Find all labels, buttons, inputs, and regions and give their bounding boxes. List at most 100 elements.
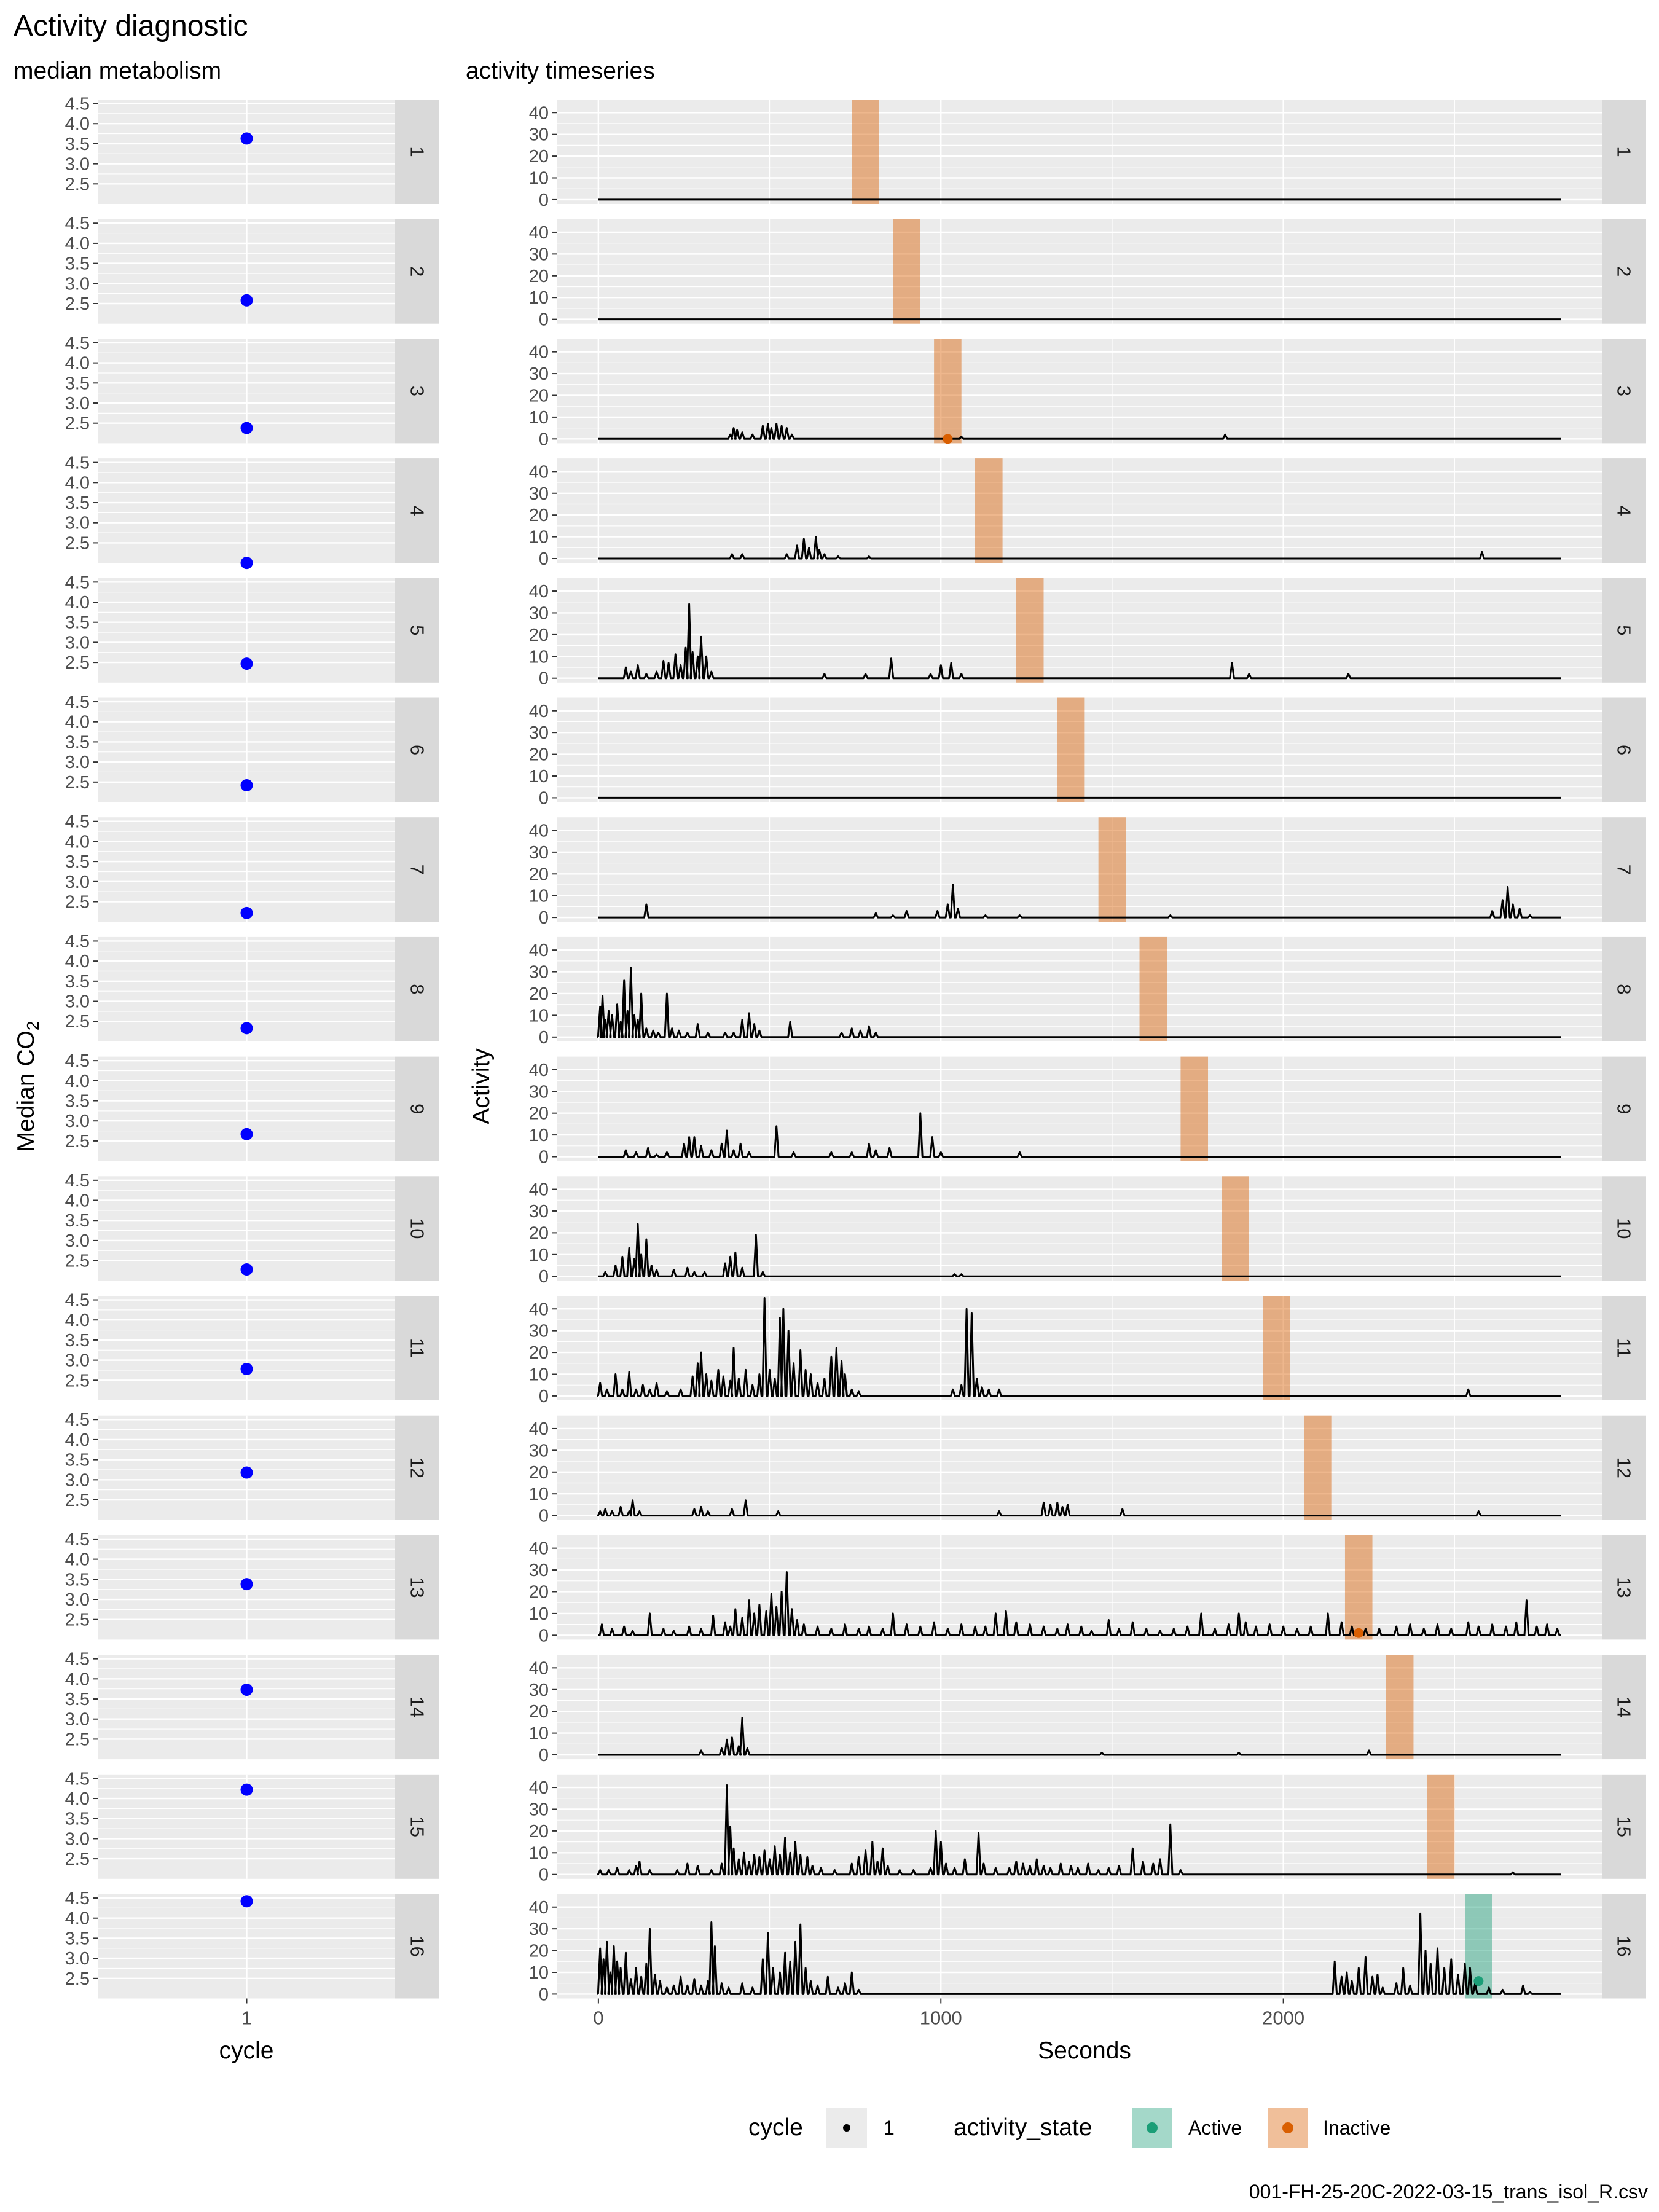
activity-strip-label: 6 [1614, 745, 1635, 755]
metabolism-strip-16 [395, 1894, 439, 1999]
activity-y-tick-label: 10 [529, 887, 549, 906]
metabolism-y-tick-label: 2.5 [65, 893, 90, 912]
activity-y-tick-label: 30 [529, 364, 549, 384]
metabolism-y-tick-label: 3.5 [65, 374, 90, 393]
activity-y-tick-label: 0 [539, 549, 549, 569]
activity-timeseries-subtitle: activity timeseries [466, 58, 655, 84]
activity-strip-label: 3 [1614, 386, 1635, 396]
activity-line-cycle-10 [598, 1223, 1561, 1277]
activity-y-tick-label: 30 [529, 484, 549, 504]
activity-y-tick-label: 30 [529, 1561, 549, 1580]
metabolism-strip-label: 15 [407, 1816, 428, 1837]
metabolism-strip-2 [395, 219, 439, 324]
metabolism-y-tick-label: 4.0 [65, 1072, 90, 1091]
metabolism-y-tick-label: 3.0 [65, 514, 90, 533]
legend-state-title: activity_state [954, 2114, 1092, 2141]
metabolism-point-cycle-3 [240, 422, 253, 434]
activity-y-tick-label: 0 [539, 1626, 549, 1645]
activity-strip-7 [1602, 817, 1646, 922]
activity-y-tick-label: 10 [529, 1843, 549, 1863]
activity-line-cycle-4 [598, 536, 1561, 560]
metabolism-y-tick-label: 4.5 [65, 1051, 90, 1071]
activity-y-tick-label: 20 [529, 626, 549, 645]
activity-x-tick-label: 2000 [1262, 2007, 1304, 2029]
metabolism-y-tick-label: 3.0 [65, 992, 90, 1012]
activity-y-tick-label: 20 [529, 506, 549, 525]
activity-y-tick-label: 20 [529, 984, 549, 1004]
activity-strip-15 [1602, 1774, 1646, 1879]
activity-y-tick-label: 10 [529, 1245, 549, 1265]
metabolism-y-tick-label: 3.0 [65, 633, 90, 653]
metabolism-y-tick-label: 3.0 [65, 873, 90, 892]
activity-panel-1 [557, 100, 1602, 204]
activity-y-tick-label: 30 [529, 1322, 549, 1341]
metabolism-y-tick-label: 2.5 [65, 414, 90, 434]
metabolism-strip-14 [395, 1655, 439, 1760]
activity-y-tick-label: 40 [529, 343, 549, 363]
metabolism-point-cycle-8 [240, 1022, 253, 1035]
metabolism-point-cycle-14 [240, 1683, 253, 1696]
metabolism-y-tick-label: 3.5 [65, 1929, 90, 1948]
metabolism-y-tick-label: 4.5 [65, 334, 90, 353]
metabolism-y-tick-label: 2.5 [65, 1610, 90, 1630]
metabolism-y-tick-label: 4.0 [65, 593, 90, 613]
metabolism-y-tick-label: 4.0 [65, 952, 90, 971]
activity-line-cycle-15 [597, 1784, 1561, 1876]
metabolism-strip-8 [395, 936, 439, 1041]
figure-title: Activity diagnostic [14, 10, 248, 42]
metabolism-y-tick-label: 4.0 [65, 713, 90, 732]
activity-y-tick-label: 20 [529, 1104, 549, 1124]
right-x-axis-title: Seconds [1038, 2037, 1131, 2064]
activity-state-point-active [1473, 1976, 1484, 1986]
activity-y-tick-label: 10 [529, 1126, 549, 1145]
activity-y-tick-label: 10 [529, 647, 549, 667]
activity-line-cycle-14 [598, 1717, 1561, 1756]
metabolism-y-tick-label: 3.5 [65, 1810, 90, 1829]
metabolism-strip-label: 2 [407, 266, 428, 276]
footer-filename: 001-FH-25-20C-2022-03-15_trans_isol_R.cs… [1249, 2181, 1648, 2203]
activity-y-tick-label: 40 [529, 462, 549, 482]
metabolism-y-tick-label: 4.5 [65, 692, 90, 712]
metabolism-y-tick-label: 3.5 [65, 732, 90, 752]
metabolism-strip-label: 3 [407, 386, 428, 396]
metabolism-y-tick-label: 4.5 [65, 1171, 90, 1191]
activity-panel-6 [557, 697, 1602, 802]
metabolism-strip-label: 9 [407, 1104, 428, 1114]
activity-y-tick-label: 40 [529, 1180, 549, 1200]
metabolism-strip-9 [395, 1056, 439, 1161]
activity-y-tick-label: 10 [529, 408, 549, 428]
metabolism-strip-13 [395, 1535, 439, 1640]
metabolism-point-cycle-15 [240, 1783, 253, 1796]
activity-y-tick-label: 10 [529, 1484, 549, 1504]
activity-line-cycle-3 [598, 423, 1561, 440]
metabolism-strip-7 [395, 817, 439, 922]
activity-y-tick-label: 20 [529, 1463, 549, 1483]
metabolism-strip-label: 14 [407, 1696, 428, 1717]
metabolism-x-tick-label: 1 [241, 2007, 252, 2029]
activity-strip-1 [1602, 100, 1646, 204]
activity-y-tick-label: 30 [529, 723, 549, 743]
activity-state-band-inactive [975, 458, 1003, 563]
activity-y-tick-label: 40 [529, 1898, 549, 1918]
activity-y-tick-label: 40 [529, 821, 549, 841]
activity-y-tick-label: 0 [539, 190, 549, 210]
activity-strip-8 [1602, 936, 1646, 1041]
activity-strip-label: 11 [1614, 1338, 1635, 1358]
metabolism-y-tick-label: 3.0 [65, 274, 90, 294]
metabolism-y-tick-label: 3.0 [65, 1470, 90, 1490]
metabolism-y-tick-label: 2.5 [65, 294, 90, 314]
legend-cycle-point [843, 2124, 850, 2132]
activity-state-band-inactive [852, 100, 879, 204]
activity-state-band-inactive [1057, 697, 1085, 802]
activity-strip-label: 14 [1614, 1696, 1635, 1717]
activity-y-tick-label: 40 [529, 582, 549, 602]
activity-panel-9 [557, 1056, 1602, 1161]
metabolism-y-tick-label: 2.5 [65, 1849, 90, 1869]
activity-strip-label: 8 [1614, 984, 1635, 994]
metabolism-strip-label: 5 [407, 625, 428, 635]
metabolism-y-tick-label: 3.5 [65, 493, 90, 513]
metabolism-y-tick-label: 4.0 [65, 1909, 90, 1929]
activity-y-tick-label: 20 [529, 1822, 549, 1841]
activity-strip-13 [1602, 1535, 1646, 1640]
